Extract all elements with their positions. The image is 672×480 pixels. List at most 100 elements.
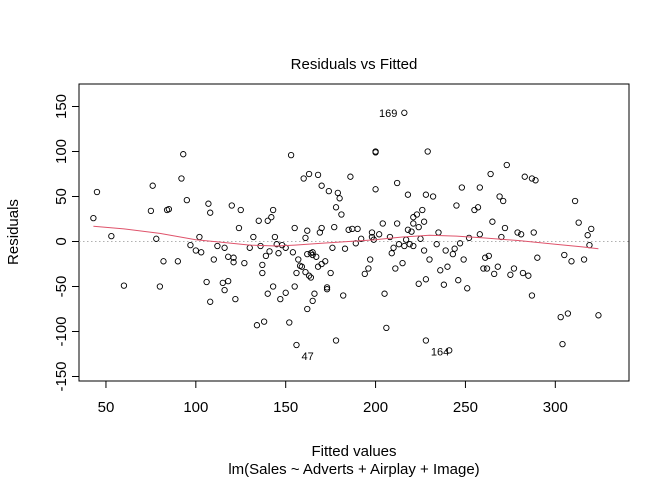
x-tick-label: 100	[183, 399, 208, 416]
y-tick-label: 150	[53, 94, 70, 119]
data-point	[149, 182, 156, 189]
data-point	[476, 231, 483, 238]
data-point	[388, 250, 395, 257]
data-point	[456, 240, 464, 247]
data-point	[349, 225, 356, 233]
data-point	[235, 224, 243, 232]
data-point	[334, 189, 341, 197]
data-point	[401, 109, 408, 116]
data-point	[482, 254, 489, 261]
data-point	[241, 259, 248, 267]
data-point	[571, 197, 579, 205]
data-point	[225, 277, 232, 285]
data-point	[221, 286, 228, 294]
data-point	[410, 214, 417, 221]
data-point	[329, 244, 336, 251]
data-point	[262, 252, 270, 260]
data-point	[309, 249, 316, 256]
data-point	[476, 184, 483, 191]
data-point	[528, 292, 536, 299]
data-point	[464, 285, 471, 292]
data-point	[365, 265, 372, 272]
data-point	[246, 244, 253, 251]
data-point	[514, 229, 521, 236]
data-point	[390, 244, 397, 251]
data-point	[291, 283, 298, 290]
data-point	[309, 251, 316, 259]
data-point	[575, 219, 582, 226]
data-point	[358, 235, 365, 242]
data-point	[401, 242, 408, 250]
data-point	[214, 242, 221, 250]
data-point	[253, 322, 261, 329]
data-point	[160, 258, 167, 265]
outlier-labels: 169 47 164	[301, 108, 449, 363]
data-point	[325, 187, 332, 195]
y-tick-label: -100	[53, 316, 70, 346]
data-point	[120, 282, 128, 289]
data-point	[230, 259, 237, 266]
data-point	[530, 229, 537, 236]
outlier-label: 164	[431, 347, 449, 359]
data-point	[322, 258, 329, 265]
data-point	[196, 233, 203, 241]
data-point	[336, 195, 343, 202]
data-point	[568, 258, 575, 265]
data-point	[393, 179, 401, 187]
data-point	[237, 206, 244, 214]
data-point	[379, 220, 386, 227]
data-point	[408, 228, 415, 235]
data-point	[413, 211, 421, 218]
residual-points	[90, 109, 602, 354]
data-point	[305, 272, 313, 279]
data-point	[304, 227, 311, 234]
data-point	[302, 234, 309, 242]
plot-frame	[78, 83, 630, 382]
data-point	[503, 161, 510, 169]
data-point	[395, 241, 403, 248]
data-point	[449, 250, 457, 258]
data-point	[354, 225, 361, 233]
data-point	[433, 241, 440, 248]
data-point	[392, 265, 399, 272]
data-point	[232, 295, 239, 303]
data-point	[519, 269, 527, 277]
data-point	[304, 305, 311, 313]
y-tick-label: 0	[53, 237, 70, 245]
data-point	[381, 290, 388, 297]
data-point	[293, 269, 300, 277]
data-point	[435, 229, 442, 236]
data-point	[437, 267, 444, 274]
data-point	[451, 245, 458, 252]
data-point	[198, 249, 205, 256]
data-point	[264, 290, 271, 297]
data-point	[489, 218, 496, 225]
data-point	[156, 283, 164, 290]
data-point	[491, 270, 498, 278]
data-point	[361, 270, 368, 278]
data-point	[174, 258, 182, 265]
data-point	[228, 202, 235, 209]
data-point	[225, 253, 232, 260]
y-axis: -150 -100 -50 0 50 100 150	[53, 94, 80, 392]
data-point	[399, 259, 406, 267]
data-point	[230, 254, 237, 261]
data-point	[331, 223, 338, 231]
data-point	[260, 318, 268, 325]
data-point	[205, 200, 212, 207]
data-point	[327, 269, 334, 277]
data-point	[165, 205, 173, 213]
data-point	[561, 251, 568, 259]
data-point	[295, 256, 302, 263]
x-tick-label: 250	[453, 399, 478, 416]
data-point	[90, 214, 97, 222]
data-point	[278, 241, 286, 249]
data-point	[417, 235, 424, 242]
data-point	[525, 272, 532, 279]
data-point	[496, 193, 503, 200]
data-point	[404, 191, 412, 198]
data-point	[147, 207, 155, 215]
data-point	[465, 234, 473, 242]
data-point	[419, 206, 426, 214]
data-point	[474, 204, 482, 211]
